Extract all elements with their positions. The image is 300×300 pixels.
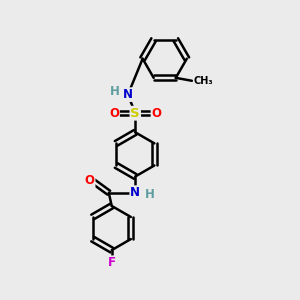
- Text: O: O: [85, 174, 94, 188]
- Text: O: O: [109, 107, 119, 120]
- Text: H: H: [145, 188, 154, 201]
- Text: H: H: [110, 85, 120, 98]
- Text: N: N: [123, 88, 133, 101]
- Text: F: F: [108, 256, 116, 269]
- Text: O: O: [152, 107, 161, 120]
- Text: N: N: [130, 186, 140, 199]
- Text: CH₃: CH₃: [194, 76, 213, 86]
- Text: S: S: [130, 107, 140, 120]
